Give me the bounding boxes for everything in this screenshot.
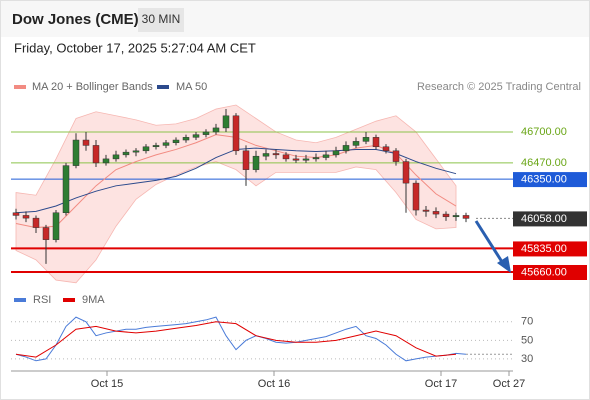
candle-body — [272, 153, 280, 156]
candle-body — [182, 137, 190, 141]
candle-body — [142, 146, 150, 152]
interval-label[interactable]: 30 MIN — [142, 12, 181, 26]
legend-swatch — [14, 298, 26, 302]
candle-body — [412, 182, 420, 211]
candle-body — [152, 145, 160, 148]
candle-body — [42, 227, 50, 240]
candle-body — [422, 209, 430, 212]
candle-body — [372, 137, 380, 148]
candle-body — [442, 213, 450, 218]
candle-body — [402, 161, 410, 184]
candle-body — [202, 131, 210, 135]
legend-swatch — [63, 298, 75, 302]
level-label: 46700.00 — [521, 126, 567, 138]
x-tick-label: Oct 16 — [258, 378, 290, 390]
candle-body — [262, 153, 270, 157]
candle-body — [292, 158, 300, 161]
candle-body — [72, 139, 80, 166]
legend-swatch — [14, 85, 26, 89]
candle-body — [252, 155, 260, 170]
y-tick-label: 50 — [521, 334, 533, 346]
interval-button[interactable] — [138, 8, 184, 32]
forecast-arrowhead — [497, 256, 511, 273]
timestamp: Friday, October 17, 2025 5:27:04 AM CET — [14, 40, 256, 55]
candle-body — [212, 127, 220, 133]
candle-body — [322, 154, 330, 158]
legend-label: MA 20 + Bollinger Bands — [32, 81, 153, 93]
level-label: 45835.00 — [521, 243, 567, 255]
credit: Research © 2025 Trading Central — [417, 81, 581, 93]
level-badge — [513, 264, 587, 280]
forecast-arrow — [474, 220, 506, 266]
candle-body — [92, 145, 100, 164]
candle-body — [452, 215, 460, 218]
candle-body — [102, 158, 110, 164]
legend-label: RSI — [33, 294, 51, 306]
candle-body — [52, 212, 60, 240]
candle-body — [282, 154, 290, 160]
level-label: 46350.00 — [521, 173, 567, 185]
level-label: 46058.00 — [521, 213, 567, 225]
candle-body — [12, 212, 20, 216]
level-badge — [513, 172, 587, 188]
candle-body — [172, 139, 180, 143]
level-badge — [513, 211, 587, 227]
legend-label: 9MA — [82, 294, 105, 306]
candle-body — [352, 141, 360, 146]
rsi-line — [15, 316, 467, 362]
candle-body — [22, 215, 30, 219]
level-label: 46470.00 — [521, 157, 567, 169]
candle-body — [382, 146, 390, 152]
candle-body — [132, 150, 140, 153]
x-tick-label: Oct 27 — [493, 378, 525, 390]
candle-body — [32, 217, 40, 228]
level-label: 45660.00 — [521, 266, 567, 278]
candle-body — [232, 115, 240, 152]
candle-body — [62, 165, 70, 213]
candle-body — [302, 158, 310, 161]
header-bar — [1, 1, 589, 37]
candle-body — [122, 151, 130, 156]
candle-body — [82, 139, 90, 146]
candle-body — [242, 150, 250, 170]
candle-body — [222, 115, 230, 129]
level-badge — [513, 241, 587, 257]
candle-body — [392, 150, 400, 162]
candle-body — [192, 134, 200, 138]
rsi-line — [15, 321, 457, 358]
candle-body — [462, 215, 470, 219]
y-tick-label: 30 — [521, 353, 533, 365]
candle-body — [332, 150, 340, 156]
x-tick-label: Oct 15 — [91, 378, 123, 390]
x-tick-label: Oct 17 — [425, 378, 457, 390]
candle-body — [342, 145, 350, 152]
candle-body — [312, 157, 320, 160]
legend-swatch — [157, 85, 169, 89]
legend-label: MA 50 — [176, 81, 207, 93]
candle-body — [162, 142, 170, 146]
y-tick-label: 70 — [521, 316, 533, 328]
candle-body — [112, 154, 120, 160]
title: Dow Jones (CME) — [12, 11, 139, 28]
candle-body — [432, 211, 440, 215]
candle-body — [362, 137, 370, 142]
